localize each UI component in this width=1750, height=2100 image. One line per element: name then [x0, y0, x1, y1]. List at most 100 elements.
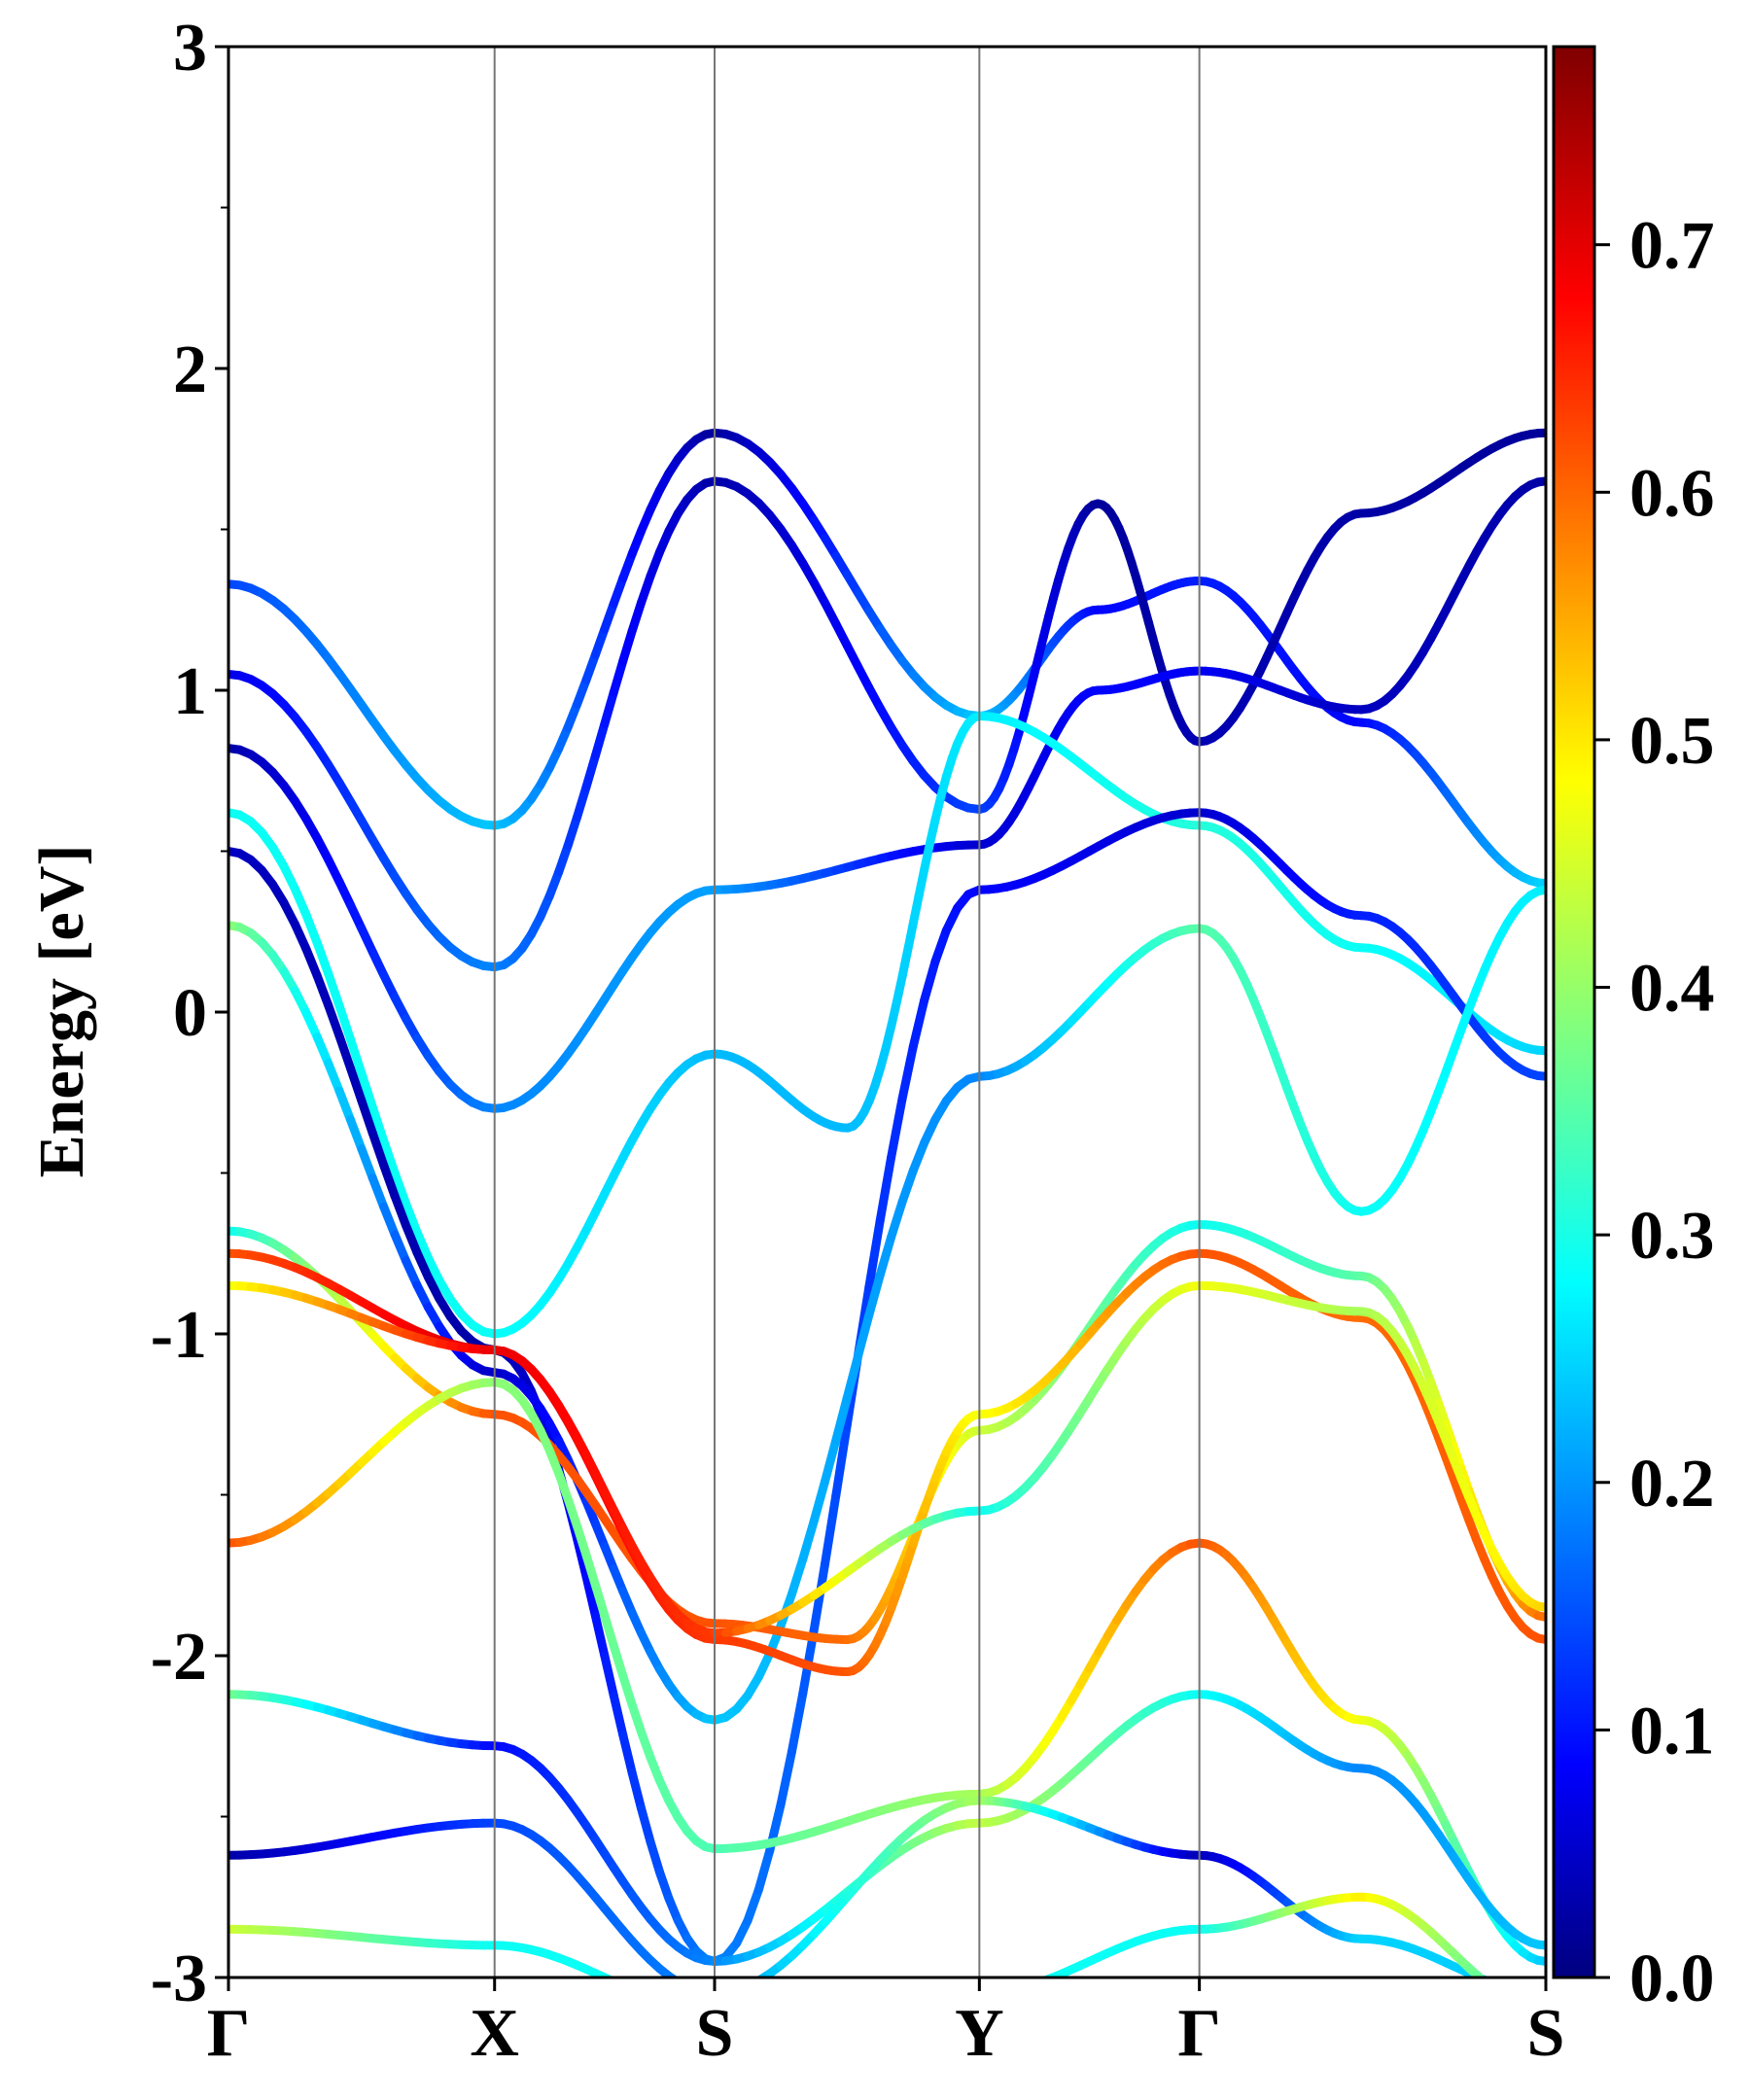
band-segment — [678, 2006, 686, 2008]
band-segment — [401, 1256, 422, 1290]
high-symmetry-lines — [493, 47, 1201, 1978]
band-segment — [842, 1351, 863, 1403]
band-segment — [646, 1837, 664, 1876]
band-segment — [1500, 1993, 1508, 1998]
band-segment — [590, 624, 610, 659]
band-segment — [791, 2006, 802, 2007]
band-segment — [798, 1517, 819, 1564]
band-series — [228, 428, 1546, 972]
band-segment — [1507, 1998, 1515, 2002]
band-segment — [706, 1993, 715, 1994]
y-tick-label: -3 — [151, 1942, 207, 2016]
y-tick-label: -1 — [151, 1298, 207, 1373]
band-segment — [301, 1008, 322, 1042]
band-segment — [612, 1977, 615, 1978]
band-segment — [824, 2003, 835, 2004]
band-segment — [627, 1768, 647, 1813]
band-series — [228, 1248, 1546, 1677]
band-segment — [1530, 1993, 1538, 1994]
band-segment — [669, 2003, 678, 2005]
band-segment — [618, 626, 637, 666]
band-segment — [637, 1728, 655, 1763]
colorbar-tick-label: 0.6 — [1629, 456, 1715, 531]
band-segment — [368, 1173, 389, 1211]
band-segment — [903, 917, 919, 954]
band-segment — [627, 598, 647, 636]
y-axis-title: Energy [eV] — [26, 845, 97, 1178]
band-segment — [814, 2004, 824, 2005]
band-segment — [334, 1001, 355, 1044]
x-tick-label: S — [696, 1996, 734, 2071]
colorbar — [1552, 45, 1596, 1979]
band-segment — [909, 891, 924, 927]
band-segment — [632, 1990, 641, 1994]
band-segment — [379, 1202, 400, 1240]
band-segment — [301, 910, 322, 948]
y-axis: 3 2 1 0 -1 -2 -3 — [151, 11, 228, 2016]
y-tick-label: 0 — [173, 976, 207, 1051]
band-segment — [581, 1572, 600, 1621]
x-tick-label: Γ — [1177, 1996, 1221, 2071]
band-segment — [809, 1559, 829, 1635]
band-segment — [897, 944, 913, 980]
band-segment — [858, 2000, 869, 2001]
band-segment — [312, 1032, 333, 1068]
band-segment — [687, 1987, 696, 1991]
band-segment — [989, 1992, 998, 1993]
band-segment — [1025, 1984, 1033, 1987]
colorbar-tick-label: 0.1 — [1629, 1694, 1715, 1768]
band-segment — [590, 1580, 610, 1621]
band-segment — [609, 656, 628, 697]
band-segment — [390, 1168, 410, 1208]
y-tick-label: 3 — [173, 11, 207, 86]
band-segment — [1492, 1987, 1500, 1993]
band-segment — [1016, 1987, 1025, 1989]
band-segment — [637, 572, 655, 608]
band-segment — [854, 1311, 874, 1361]
band-segment — [754, 1976, 762, 1978]
band-segment — [897, 1166, 918, 1208]
band-segment — [581, 649, 600, 684]
band-segment — [324, 1000, 344, 1041]
colorbar-tick-label: 0.2 — [1629, 1447, 1715, 1522]
band-segment — [875, 1233, 896, 1280]
band-segment — [590, 1611, 610, 1661]
band-segment — [379, 1136, 400, 1177]
band-segment — [892, 1997, 902, 1998]
band-segment — [654, 1867, 674, 1903]
band-segment — [642, 1994, 650, 1998]
band-segment — [803, 2005, 814, 2006]
band-segment — [581, 1551, 600, 1590]
band-series — [228, 1280, 1546, 1638]
band-segment — [637, 1803, 655, 1846]
band-segment — [787, 1689, 808, 1757]
band-segment — [913, 1995, 924, 1996]
colorbar-tick-label: 0.0 — [1629, 1942, 1715, 2016]
band-segment — [725, 1990, 736, 1993]
band-segment — [914, 863, 929, 900]
band-segment — [390, 1230, 410, 1266]
band-segment — [324, 1059, 344, 1096]
band-segment — [1472, 1970, 1487, 1978]
band-series — [228, 1219, 1546, 1644]
band-segment — [368, 1102, 389, 1145]
band-segment — [312, 938, 333, 978]
band-segment — [831, 1420, 852, 1500]
band-segment — [930, 926, 951, 966]
band-segment — [908, 1138, 929, 1175]
band-segment — [715, 1993, 725, 1994]
band-segment — [770, 2008, 781, 2009]
band-segment — [590, 719, 610, 760]
band-segment — [368, 1129, 389, 1170]
band-segment — [737, 1986, 748, 1990]
band-lines — [228, 428, 1546, 2009]
band-segment — [600, 1611, 618, 1651]
band-segment — [573, 782, 591, 822]
band-segment — [1007, 1989, 1016, 1991]
band-segment — [609, 1691, 628, 1739]
band-series — [228, 1378, 1546, 1966]
band-segment — [1515, 2002, 1522, 2005]
band-segment — [650, 1997, 659, 2000]
